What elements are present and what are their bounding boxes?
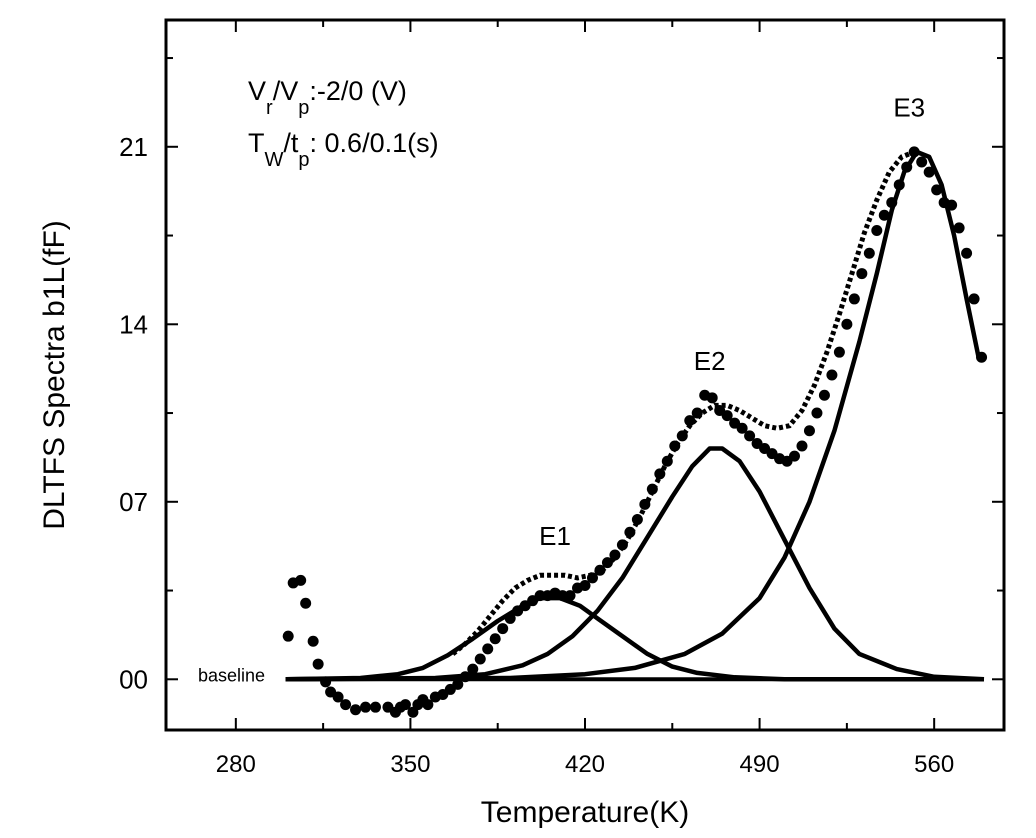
data-point xyxy=(818,389,830,401)
data-point xyxy=(961,247,973,259)
fit-line-e3 xyxy=(285,149,982,682)
data-point xyxy=(916,156,928,168)
data-point xyxy=(399,699,411,711)
fit-line-e2 xyxy=(285,446,985,682)
data-point xyxy=(300,597,312,609)
peak-label-e3: E3 xyxy=(893,92,925,122)
data-point xyxy=(282,630,294,642)
y-axis-label: DLTFS Spectra b1L(fF) xyxy=(38,220,71,530)
data-point xyxy=(878,209,890,221)
data-point xyxy=(953,222,965,234)
data-point xyxy=(826,369,838,381)
data-point xyxy=(467,663,479,675)
x-axis-label: Temperature(K) xyxy=(481,796,689,829)
data-point xyxy=(721,410,733,422)
data-point xyxy=(564,590,576,602)
data-point xyxy=(736,422,748,434)
condition-annotation: Vr/Vp:-2/0 (V) xyxy=(248,76,407,119)
data-point xyxy=(968,293,980,305)
data-point xyxy=(863,247,875,259)
fit-sum-line xyxy=(451,149,916,656)
baseline-label: baseline xyxy=(198,665,265,685)
data-point xyxy=(811,407,823,419)
data-point xyxy=(856,268,868,280)
data-point xyxy=(833,346,845,358)
y-tick-label: 00 xyxy=(119,664,148,694)
data-point xyxy=(497,623,509,635)
x-tick-label: 560 xyxy=(914,751,954,778)
data-point xyxy=(579,579,591,591)
data-point xyxy=(474,653,486,665)
data-point xyxy=(482,643,494,655)
ticks-layer: 280 350 420 490 560 00 07 14 21 xyxy=(119,20,1004,778)
y-tick-label: 21 xyxy=(119,132,148,162)
x-tick-label: 420 xyxy=(565,751,605,778)
peak-label-e2: E2 xyxy=(694,346,726,376)
x-tick-label: 280 xyxy=(216,751,256,778)
y-tick-label: 07 xyxy=(119,487,148,517)
marks-layer xyxy=(282,146,988,718)
condition-annotation: TW/tp: 0.6/0.1(s) xyxy=(248,128,439,171)
data-point xyxy=(422,699,434,711)
data-point xyxy=(370,701,381,713)
data-point xyxy=(684,415,696,427)
data-point xyxy=(312,658,324,670)
data-point xyxy=(706,392,718,404)
data-point xyxy=(841,318,853,330)
data-point xyxy=(340,699,352,711)
data-point xyxy=(360,701,372,713)
data-point xyxy=(923,166,935,178)
data-point xyxy=(452,678,464,690)
data-point xyxy=(350,704,362,716)
data-point xyxy=(796,440,808,452)
data-point xyxy=(295,574,307,586)
x-tick-label: 490 xyxy=(740,751,780,778)
data-point xyxy=(871,224,883,236)
data-point xyxy=(931,184,943,196)
data-point xyxy=(789,450,800,462)
annotation-layer: E1 E2 E3 baseline Vr/Vp:-2/0 (V) TW/tp: 0.6/0… xyxy=(198,76,925,685)
data-point xyxy=(332,691,344,703)
peak-label-e1: E1 xyxy=(539,521,571,551)
measured-points xyxy=(282,146,988,718)
data-point xyxy=(489,633,501,645)
data-point xyxy=(307,635,319,647)
fit-line-e1 xyxy=(285,595,984,682)
x-tick-label: 350 xyxy=(390,751,430,778)
data-point xyxy=(744,430,756,442)
data-point xyxy=(848,293,860,305)
data-point xyxy=(803,425,815,437)
y-tick-label: 14 xyxy=(119,309,148,339)
